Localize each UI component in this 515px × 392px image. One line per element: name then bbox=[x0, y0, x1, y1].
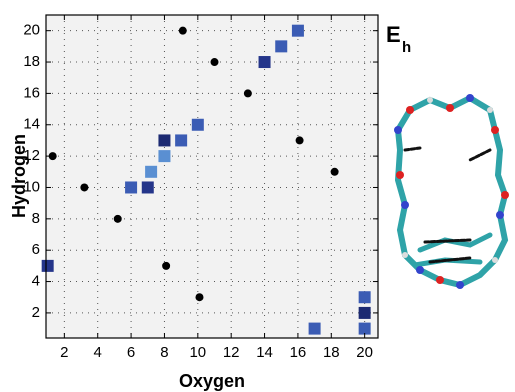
y-tick-label: 18 bbox=[23, 53, 40, 70]
x-tick-label: 16 bbox=[290, 344, 307, 361]
y-tick-label: 2 bbox=[32, 304, 40, 321]
y-tick-label: 20 bbox=[23, 22, 40, 39]
dot-point bbox=[331, 168, 339, 176]
dot-point bbox=[211, 58, 219, 66]
y-tick-label: 6 bbox=[32, 241, 40, 258]
molecule-image bbox=[394, 94, 509, 289]
square-point bbox=[359, 307, 371, 319]
x-tick-label: 6 bbox=[127, 344, 135, 361]
dot-point bbox=[114, 215, 122, 223]
y-tick-label: 8 bbox=[32, 210, 40, 227]
square-point bbox=[292, 25, 304, 37]
x-tick-label: 10 bbox=[189, 344, 206, 361]
y-tick-label: 14 bbox=[23, 116, 40, 133]
dot-point bbox=[179, 27, 187, 35]
y-tick-label: 10 bbox=[23, 178, 40, 195]
square-point bbox=[309, 323, 321, 335]
square-point bbox=[359, 323, 371, 335]
annotation-subscript: h bbox=[402, 39, 411, 56]
chart: Oxygen Hydrogen E h 24681012141618202468… bbox=[0, 0, 515, 392]
x-tick-label: 4 bbox=[94, 344, 102, 361]
square-point bbox=[175, 134, 187, 146]
y-tick-label: 12 bbox=[23, 147, 40, 164]
dot-point bbox=[162, 262, 170, 270]
x-tick-label: 8 bbox=[160, 344, 168, 361]
y-tick-label: 4 bbox=[32, 273, 40, 290]
dot-point bbox=[244, 89, 252, 97]
dot-point bbox=[296, 136, 304, 144]
square-point bbox=[259, 56, 271, 68]
x-tick-label: 20 bbox=[356, 344, 373, 361]
y-tick-label: 16 bbox=[23, 84, 40, 101]
square-point bbox=[145, 166, 157, 178]
x-tick-label: 12 bbox=[223, 344, 240, 361]
dot-point bbox=[80, 183, 88, 191]
x-axis-title: Oxygen bbox=[179, 371, 245, 391]
square-point bbox=[142, 181, 154, 193]
dot-point bbox=[195, 293, 203, 301]
annotation: E bbox=[386, 22, 401, 47]
square-point bbox=[125, 181, 137, 193]
square-point bbox=[158, 134, 170, 146]
square-point bbox=[275, 40, 287, 52]
square-point bbox=[158, 150, 170, 162]
square-point bbox=[192, 119, 204, 131]
square-point bbox=[42, 260, 54, 272]
x-tick-label: 2 bbox=[60, 344, 68, 361]
x-tick-label: 18 bbox=[323, 344, 340, 361]
x-tick-label: 14 bbox=[256, 344, 273, 361]
square-point bbox=[359, 291, 371, 303]
